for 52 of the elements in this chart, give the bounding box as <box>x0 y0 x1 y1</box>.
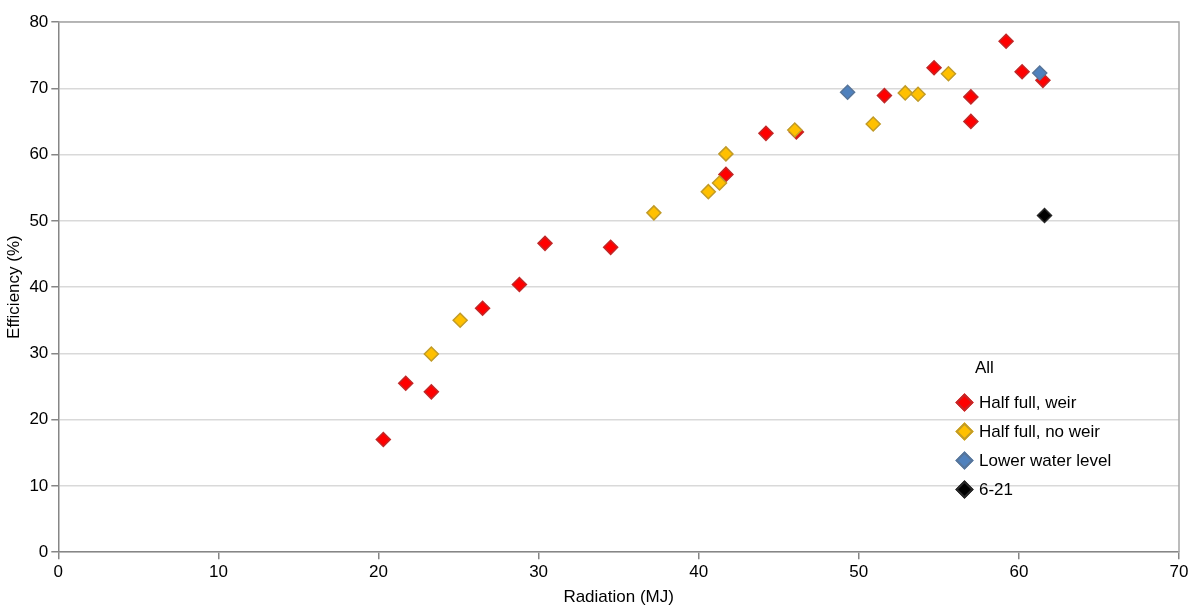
point <box>897 85 913 101</box>
point <box>646 205 662 221</box>
y-tick-label: 70 <box>29 77 49 97</box>
point <box>865 116 881 132</box>
x-tick-label: 50 <box>849 562 869 582</box>
point <box>474 300 491 317</box>
x-tick-label: 60 <box>1009 562 1029 582</box>
y-tick-label: 10 <box>29 475 49 495</box>
y-tick-label: 50 <box>29 210 49 230</box>
point <box>910 86 926 102</box>
legend-label: Lower water level <box>979 450 1112 471</box>
y-tick-label: 20 <box>29 409 49 429</box>
point <box>839 84 856 100</box>
y-tick-label: 40 <box>29 276 49 296</box>
point <box>718 146 734 162</box>
point <box>375 431 392 448</box>
x-tick-label: 20 <box>369 562 388 582</box>
x-tick-label: 30 <box>529 562 549 582</box>
point <box>397 375 414 391</box>
legend-label: Half full, weir <box>979 392 1077 413</box>
point <box>423 346 440 362</box>
point <box>758 125 774 142</box>
x-axis-title: Radiation (MJ) <box>563 587 674 607</box>
point <box>537 235 553 252</box>
legend-label: Half full, no weir <box>979 421 1100 442</box>
y-tick-label: 0 <box>38 541 49 561</box>
point <box>998 33 1014 49</box>
y-tick-label: 60 <box>29 144 49 164</box>
y-axis-title: Efficiency (%) <box>3 235 23 339</box>
point <box>940 65 957 82</box>
point <box>452 312 468 328</box>
legend-title: All <box>975 358 995 379</box>
point <box>963 89 979 105</box>
x-tick-label: 0 <box>53 562 64 582</box>
point <box>700 183 717 200</box>
point <box>423 384 440 400</box>
legend-label: 6-21 <box>979 479 1014 500</box>
y-tick-label: 80 <box>29 11 49 31</box>
y-tick-label: 30 <box>29 343 49 363</box>
point <box>876 87 893 104</box>
point <box>602 239 619 256</box>
point <box>1014 63 1030 80</box>
point <box>1031 65 1048 81</box>
x-tick-label: 70 <box>1169 562 1189 582</box>
point <box>711 175 728 191</box>
point <box>1036 207 1053 224</box>
x-tick-label: 40 <box>689 562 709 582</box>
point <box>963 113 979 130</box>
point <box>511 276 528 293</box>
x-tick-label: 10 <box>208 562 228 582</box>
point <box>718 166 734 183</box>
point <box>926 59 942 76</box>
